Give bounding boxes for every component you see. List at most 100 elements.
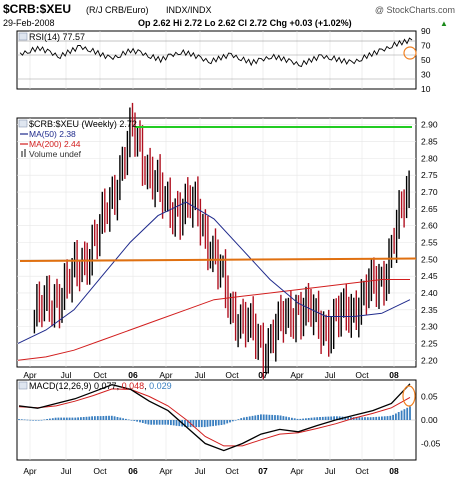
macd-panel-icon (18, 381, 28, 390)
histogram-bar (386, 416, 389, 420)
histogram-bar (248, 416, 251, 420)
histogram-bar (164, 420, 167, 425)
price-tick-label: 2.85 (421, 137, 438, 147)
histogram-bar (231, 420, 234, 422)
histogram-bar (369, 417, 372, 420)
histogram-bar (395, 413, 397, 420)
rsi-tick-label: 10 (421, 84, 431, 94)
price-tick-label: 2.50 (421, 254, 438, 264)
histogram-bar (20, 419, 23, 420)
x-tick-label: Apr (23, 370, 36, 380)
macd-highlight-circle (402, 385, 416, 407)
macd-value: 0.077 (94, 381, 117, 391)
x-tick-label: Jul (325, 466, 336, 476)
support-line (19, 257, 417, 262)
histogram-bar (91, 416, 93, 420)
x-axis-price: Apr Jul Oct 06 Apr Jul Oct 07 Apr Jul Oct 08 (23, 370, 399, 380)
histogram-bar (155, 420, 158, 425)
rsi-tick-labels: 90 70 50 30 10 (421, 26, 431, 94)
histogram-bar (172, 420, 175, 426)
macd-label: MACD(12,26,9) 0.077, 0.048, 0.029 (29, 381, 172, 391)
x-tick-label: Oct (93, 370, 107, 380)
histogram-bar (361, 417, 364, 420)
price-ohlc-bars (33, 102, 410, 380)
histogram-bar (350, 417, 352, 420)
histogram-bar (125, 418, 127, 420)
histogram-bar (77, 417, 79, 420)
x-tick-label: 06 (128, 466, 138, 476)
histogram-bar (313, 417, 316, 420)
rsi-tick-label: 90 (421, 26, 431, 36)
x-tick-label: Jul (195, 370, 206, 380)
rsi-label: RSI(14) 77.57 (29, 32, 85, 42)
histogram-bar (358, 417, 361, 420)
volume-legend-icon-b (24, 149, 26, 157)
x-tick-label: 07 (258, 466, 268, 476)
histogram-bar (291, 417, 293, 420)
histogram-bar (139, 420, 141, 423)
rsi-line (19, 37, 413, 68)
x-tick-label: 08 (389, 466, 399, 476)
histogram-bar (285, 416, 288, 420)
histogram-bar (60, 417, 63, 420)
histogram-bar (271, 414, 274, 420)
x-tick-label: Apr (159, 370, 172, 380)
histogram-bar (274, 415, 276, 420)
histogram-bar (74, 417, 77, 420)
x-tick-label: Oct (355, 466, 369, 476)
symbol-description: (R/J CRB/Euro) (86, 5, 149, 15)
price-tick-label: 2.35 (421, 305, 438, 315)
histogram-bar (113, 416, 116, 420)
histogram-bar (336, 416, 338, 420)
price-tick-label: 2.80 (421, 153, 438, 163)
histogram-bar (85, 416, 88, 420)
histogram-bar (167, 420, 169, 425)
histogram-bar (330, 416, 333, 420)
histogram-bar (260, 414, 262, 420)
histogram-bar (141, 420, 144, 423)
quote-summary: Op 2.62 Hi 2.72 Lo 2.62 Cl 2.72 Chg +0.0… (138, 18, 352, 28)
histogram-bar (35, 420, 37, 421)
histogram-bar (26, 419, 29, 421)
histogram-bar (383, 416, 386, 420)
histogram-bar (327, 416, 330, 420)
histogram-bar (257, 414, 259, 420)
histogram-bar (57, 417, 60, 420)
x-tick-label: Jul (195, 466, 206, 476)
histogram-bar (65, 417, 68, 420)
x-tick-label: Oct (225, 370, 239, 380)
histogram-bar (240, 418, 243, 420)
histogram-bar (310, 417, 313, 420)
price-tick-label: 2.60 (421, 221, 438, 231)
x-tick-label: Apr (159, 466, 172, 476)
histogram-bar (51, 418, 54, 420)
histogram-bar (158, 420, 161, 425)
histogram-bar (265, 414, 268, 420)
histogram-bar (110, 415, 113, 420)
histogram-bar (406, 407, 409, 420)
price-tick-label: 2.55 (421, 238, 438, 248)
histogram-bar (364, 417, 366, 420)
histogram-bar (68, 417, 71, 420)
histogram-bar (234, 420, 237, 421)
quote-date: 29-Feb-2008 (3, 18, 55, 28)
histogram-bar (133, 420, 136, 421)
histogram-bar (268, 414, 271, 420)
histogram-bar (99, 416, 102, 420)
histogram-bar (150, 420, 153, 425)
macd-tick-label: 0.05 (421, 392, 438, 402)
histogram-bar (212, 420, 214, 427)
histogram-bar (243, 417, 245, 420)
histogram-bar (209, 420, 212, 427)
price-tick-label: 2.45 (421, 271, 438, 281)
histogram-bar (116, 417, 119, 420)
rsi-tick-label: 70 (421, 41, 431, 51)
histogram-bar (282, 416, 285, 420)
histogram-bar (175, 420, 178, 426)
histogram-bar (71, 417, 74, 420)
histogram-bar (122, 418, 124, 420)
histogram-bar (96, 416, 99, 420)
histogram-bar (366, 417, 369, 420)
histogram-bar (136, 420, 138, 422)
price-gridlines (17, 118, 416, 367)
